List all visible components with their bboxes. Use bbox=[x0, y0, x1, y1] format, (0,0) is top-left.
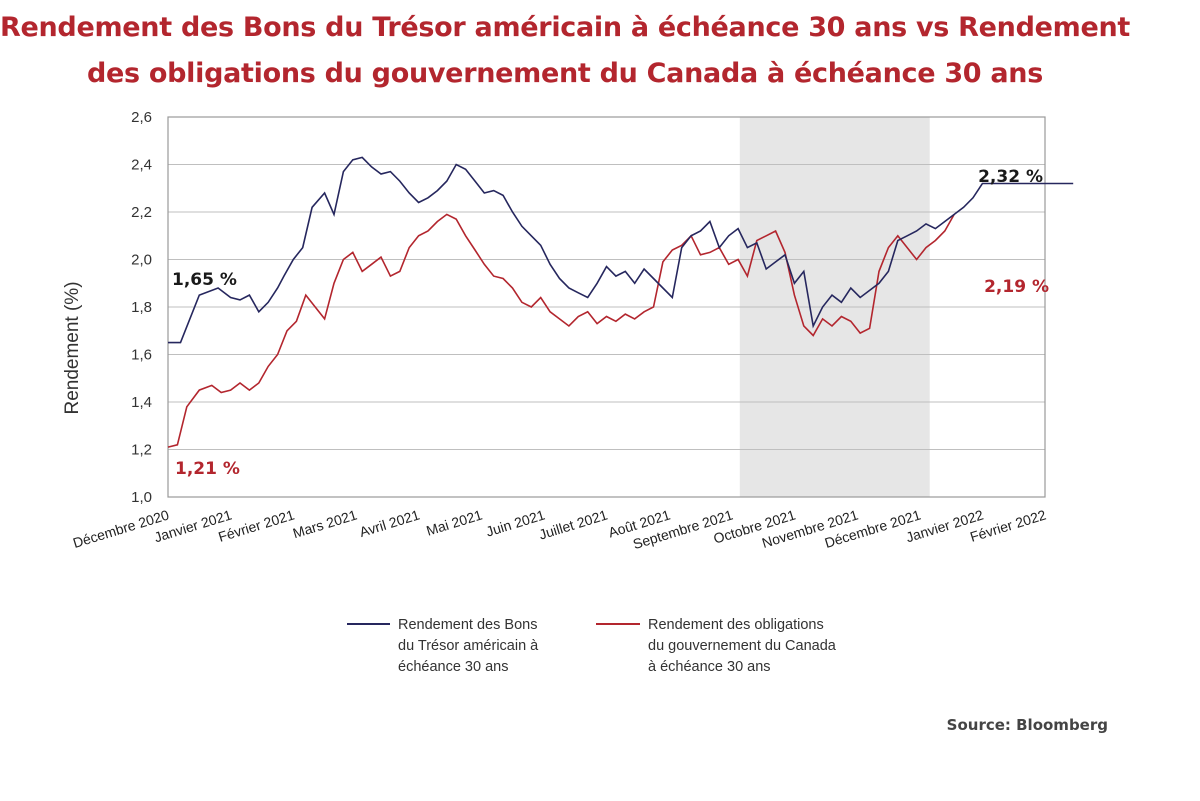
series-line-canada bbox=[167, 213, 955, 448]
x-tick-label: Mai 2021 bbox=[424, 507, 484, 539]
y-tick-label: 1,4 bbox=[131, 394, 152, 411]
x-tick-label: Juillet 2021 bbox=[537, 507, 610, 543]
legend-label-ca-2: du gouvernement du Canada bbox=[648, 638, 837, 654]
legend-label-ca-3: à échéance 30 ans bbox=[648, 659, 771, 675]
chart-title-line-1: Rendement des Bons du Trésor américain à… bbox=[0, 12, 1130, 43]
x-tick-label: Juin 2021 bbox=[484, 507, 547, 540]
y-tick-label: 1,8 bbox=[131, 299, 152, 316]
y-axis-label: Rendement (%) bbox=[62, 281, 83, 414]
x-tick-label: Avril 2021 bbox=[357, 507, 421, 540]
x-tick-label: Mars 2021 bbox=[291, 507, 359, 542]
y-tick-label: 1,2 bbox=[131, 442, 152, 459]
y-tick-label: 2,2 bbox=[131, 204, 152, 221]
legend-label-us-3: échéance 30 ans bbox=[398, 659, 508, 675]
source-note: Source: Bloomberg bbox=[946, 716, 1108, 734]
series-line-us bbox=[168, 156, 1074, 344]
value-annotation-ca: 1,21 % bbox=[175, 459, 240, 479]
legend-label-us-1: Rendement des Bons bbox=[398, 617, 537, 633]
y-tick-label: 1,0 bbox=[131, 489, 152, 506]
y-tick-label: 2,6 bbox=[131, 109, 152, 126]
value-annotation-us: 1,65 % bbox=[172, 270, 237, 290]
y-tick-label: 2,4 bbox=[131, 157, 152, 174]
plot-frame bbox=[167, 116, 1046, 498]
chart-title-line-2: des obligations du gouvernement du Canad… bbox=[86, 58, 1043, 89]
legend-label-ca-1: Rendement des obligations bbox=[648, 617, 824, 633]
value-annotation-us: 2,32 % bbox=[978, 167, 1043, 187]
legend-label-us-2: du Trésor américain à bbox=[398, 638, 539, 654]
y-tick-label: 1,6 bbox=[131, 347, 152, 364]
y-tick-label: 2,0 bbox=[131, 252, 152, 269]
value-annotation-ca: 2,19 % bbox=[984, 277, 1049, 297]
